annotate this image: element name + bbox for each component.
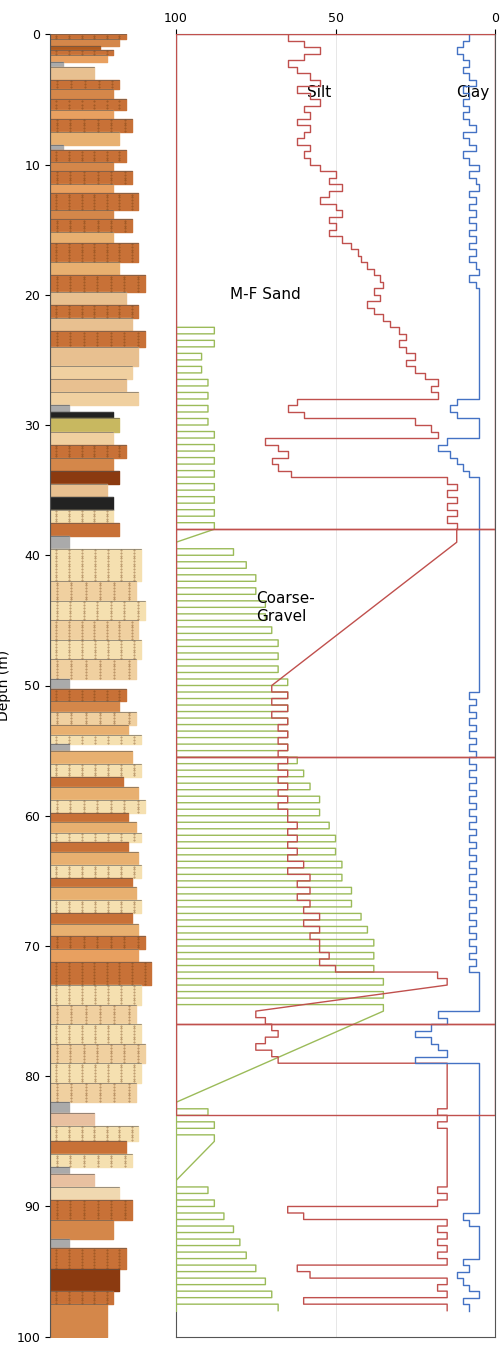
Bar bbox=[176, 757, 495, 1024]
Text: Clay: Clay bbox=[456, 85, 490, 100]
Text: Silt: Silt bbox=[308, 85, 332, 100]
Text: M-F Sand: M-F Sand bbox=[230, 288, 301, 302]
Y-axis label: Depth (m): Depth (m) bbox=[0, 650, 11, 721]
Bar bbox=[176, 34, 495, 529]
Bar bbox=[176, 1024, 495, 1115]
Bar bbox=[176, 529, 495, 757]
Text: Coarse-
Gravel: Coarse- Gravel bbox=[256, 591, 314, 624]
